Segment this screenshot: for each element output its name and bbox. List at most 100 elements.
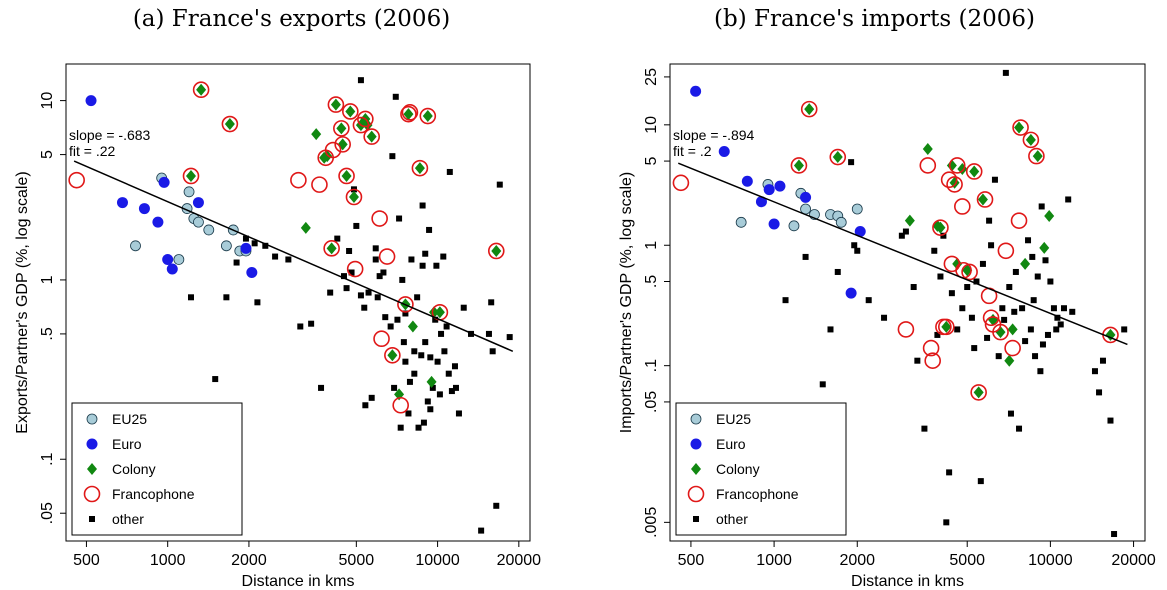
point-other [400,339,407,346]
legend: EU25 Euro Colony Francophone other [71,402,243,536]
point-other [1032,353,1039,360]
point-other [432,316,439,323]
point-euro [854,226,866,238]
point-other [441,348,448,355]
point-other [389,153,396,160]
point-other [1111,531,1118,538]
point-eu25 [835,216,847,228]
point-francophone [419,107,437,125]
point-other [1060,305,1067,312]
point-colony [988,313,999,326]
point-colony [832,151,843,164]
point-eu25 [130,240,141,252]
point-other [380,269,387,276]
point-other [397,424,404,431]
point-francophone [333,120,350,137]
point-other [376,273,383,280]
point-euro [162,253,174,265]
point-other [297,323,304,330]
point-other [988,242,995,249]
y-tick-label: 1 [39,275,56,284]
point-other [1042,257,1049,264]
point-other [327,289,334,296]
point-other [414,294,421,301]
point-colony [935,221,946,234]
imports-panel: (b) France's imports (2006) 500 1000 2000 5… [583,0,1166,590]
point-colony [300,221,311,234]
point-francophone [397,296,414,313]
point-other [394,316,401,323]
point-colony [345,105,356,118]
point-other [402,310,409,317]
point-other [1107,417,1114,424]
point-francophone [1010,212,1028,229]
x-axis-label: Distance in kms [242,573,355,590]
point-other [940,232,947,239]
imports-chart-title: (b) France's imports (2006) [714,6,1035,32]
point-other [827,326,834,333]
point-other [948,290,955,297]
point-colony [407,320,418,333]
point-other [1039,341,1046,348]
point-euro [741,175,753,187]
point-francophone [961,263,978,281]
point-eu25 [735,216,747,228]
point-other [1019,305,1026,312]
point-francophone [1004,339,1021,357]
point-francophone [378,248,396,265]
point-other [971,345,978,352]
point-other [411,348,418,355]
exports-chart-title: (a) France's exports (2006) [132,6,451,32]
point-francophone [401,104,419,121]
point-other [242,235,249,242]
point-francophone [411,159,429,177]
point-other [865,297,872,304]
x-tick-label: 1000 [756,552,792,569]
point-colony [973,386,984,399]
point-other [964,284,971,291]
point-other [212,376,219,383]
point-francophone [323,240,340,257]
point-colony [793,159,804,172]
x-tick-label: 10000 [1028,552,1073,569]
point-other [1012,268,1019,275]
point-other [392,93,399,100]
point-francophone [965,163,983,180]
point-colony [196,83,207,96]
point-other [898,232,905,239]
point-francophone [970,384,987,401]
point-other [452,384,459,391]
point-francophone [954,198,971,215]
point-other [1099,357,1106,364]
point-francophone [487,242,505,260]
point-francophone [311,176,328,193]
point-colony [426,375,437,388]
point-other [1038,203,1045,210]
point-other [902,228,909,235]
point-other [1096,389,1103,396]
x-tick-label: 2000 [231,552,267,569]
point-colony [434,306,445,319]
point-other [382,314,389,321]
y-tick-label: 10 [39,92,56,110]
fit-line [73,160,514,352]
y-tick-label: .1 [643,359,660,372]
x-tick-label: 500 [73,552,100,569]
point-other [285,256,292,263]
legend-box [71,402,243,536]
legend-marker-eu25 [86,413,98,425]
point-other [986,217,993,224]
point-francophone [1028,147,1045,165]
point-euro [152,216,164,228]
series-other [187,77,513,534]
point-other [782,297,789,304]
fit-annotation: fit = .22 [69,143,116,159]
point-colony [1025,133,1036,146]
point-other [451,363,458,370]
point-eu25 [203,224,215,236]
point-other [254,299,261,306]
point-euro [240,242,252,254]
series-other [782,69,1128,538]
point-other [999,305,1006,312]
point-francophone [948,157,966,174]
